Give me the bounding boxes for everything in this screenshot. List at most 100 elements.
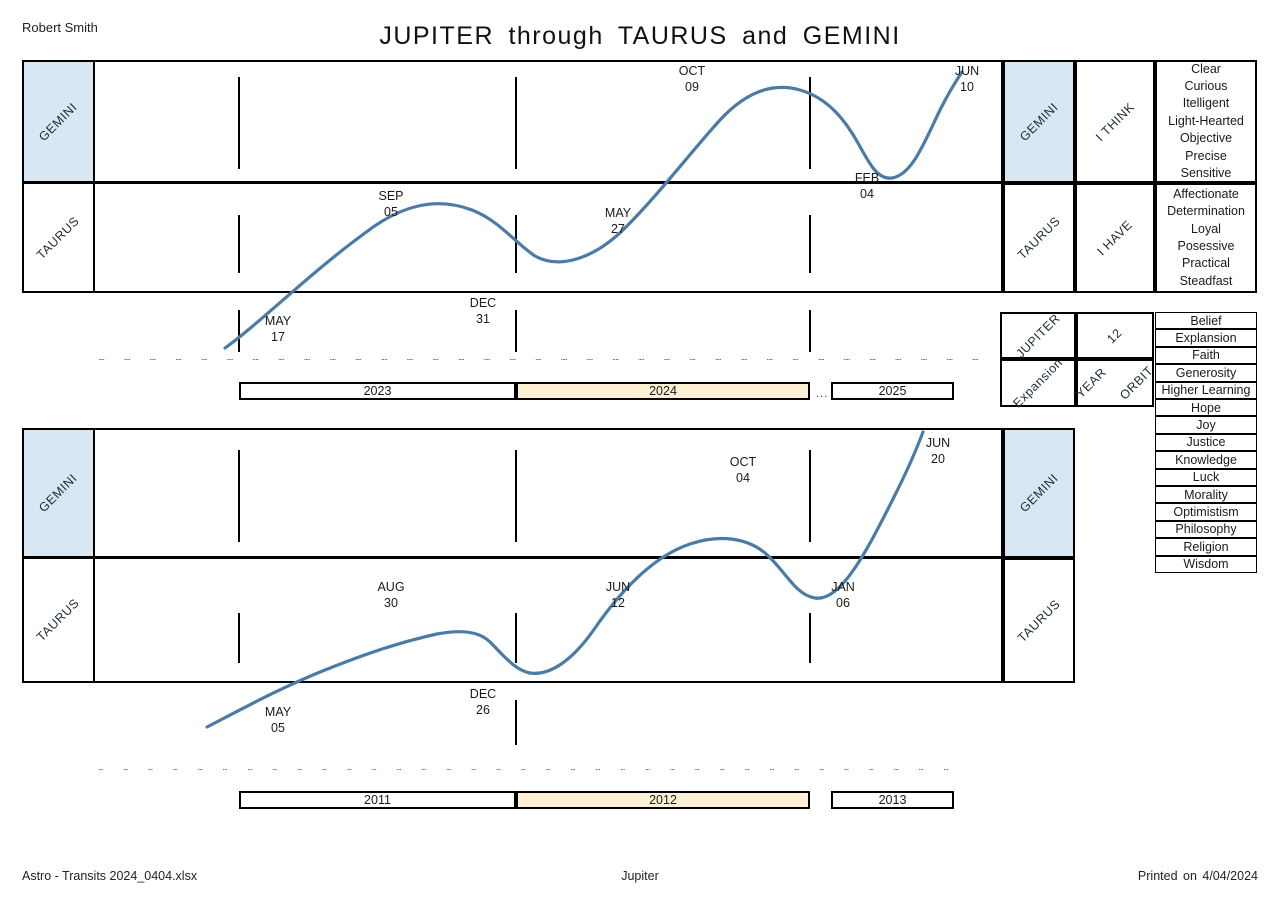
chart-top-frame	[22, 60, 1003, 293]
jupiter-planet-label: JUPITER	[1013, 310, 1063, 361]
jupiter-keyword-row: Luck	[1155, 468, 1257, 486]
trait: Sensitive	[1180, 166, 1232, 181]
sign-label-gemini: GEMINI	[36, 99, 81, 144]
year-label: 2012	[649, 793, 677, 807]
year-label: 2024	[649, 384, 677, 398]
keywords-gemini-sign-cell: GEMINI	[1003, 60, 1075, 183]
trait: Light-Hearted	[1168, 113, 1244, 128]
month: DEC	[469, 687, 497, 701]
chart-bottom-tick-1	[238, 450, 240, 542]
keyword: Wisdom	[1183, 557, 1229, 572]
jupiter-keyword-row: Philosophy	[1155, 520, 1257, 539]
jupiter-orbit-year-label: YEAR	[1073, 365, 1110, 401]
jupiter-keyword-row: Morality	[1155, 486, 1257, 504]
jupiter-keyword-row: Religion	[1155, 538, 1257, 556]
keywords-taurus-traits: Affectionate Determination Loyal Posessi…	[1155, 183, 1257, 293]
day: 31	[476, 312, 490, 326]
trait: Precise	[1185, 148, 1227, 163]
chart-bottom-tick-2	[515, 450, 517, 542]
trait: Steadfast	[1179, 273, 1233, 288]
jupiter-keyword-row: Higher Learning	[1155, 381, 1257, 399]
chart-bottom-year-2011[interactable]: 2011	[239, 791, 516, 809]
jupiter-keyword-row: Knowledge	[1155, 451, 1257, 469]
jupiter-keyword-row: Justice	[1155, 433, 1257, 452]
day: 04	[860, 187, 874, 201]
keyword: Knowledge	[1175, 452, 1237, 467]
chart-bottom-label-jun20: JUN 20	[898, 435, 978, 467]
keyword: Morality	[1184, 487, 1228, 502]
chart-top-curve	[223, 70, 964, 350]
chart-bottom-tick-7	[515, 700, 517, 745]
chart-top-year-2024[interactable]: 2024	[516, 382, 810, 400]
chart-top-label-feb04: FEB 04	[827, 170, 907, 202]
keywords-taurus-sign-cell: TAURUS	[1003, 183, 1075, 293]
sign-label-gemini: GEMINI	[36, 471, 81, 515]
chart-top-tick-9	[809, 310, 811, 352]
year-label: 2025	[878, 384, 907, 398]
day: 09	[685, 80, 699, 94]
keyword: Luck	[1192, 470, 1220, 485]
chart-bottom-year-2013[interactable]: 2013	[831, 791, 954, 809]
keyword-phrase-taurus: I HAVE	[1094, 217, 1136, 259]
jupiter-keyword-row: Wisdom	[1155, 555, 1257, 573]
trait: Itelligent	[1182, 96, 1230, 111]
day: 17	[271, 330, 285, 344]
chart-top-year-2023[interactable]: 2023	[239, 382, 516, 400]
footer-filename: Astro - Transits 2024_0404.xlsx	[22, 869, 198, 883]
sign-label-taurus: TAURUS	[34, 213, 83, 262]
chart-top-tick-7	[238, 310, 240, 352]
chart-bottom-band-divider	[22, 556, 1003, 559]
keyword-phrase-gemini: I THINK	[1092, 99, 1138, 144]
chart-bottom-tick-5	[515, 613, 517, 663]
trait: Curious	[1184, 78, 1228, 93]
chart-top-tick-3	[809, 77, 811, 169]
month: SEP	[378, 189, 404, 203]
chart-bottom-right-taurus-cell: TAURUS	[1003, 558, 1075, 683]
chart-bottom-label-aug30: AUG 30	[351, 579, 431, 611]
month: JUN	[605, 580, 631, 594]
jupiter-keyword-row: Hope	[1155, 399, 1257, 417]
jupiter-orbit-number-cell: 12	[1076, 312, 1154, 359]
chart-bottom-label-may05: MAY 05	[238, 704, 318, 736]
chart-top-year-2025[interactable]: 2025	[831, 382, 954, 400]
jupiter-theme-cell: Expansion	[1000, 356, 1076, 410]
day: 05	[271, 721, 285, 735]
month: JUN	[925, 436, 951, 450]
chart-top-label-dec31: DEC 31	[443, 295, 523, 327]
keyword: Joy	[1196, 418, 1216, 433]
month: AUG	[377, 580, 405, 594]
trait: Loyal	[1191, 221, 1221, 236]
chart-top-label-jun10: JUN 10	[927, 63, 1007, 95]
chart-top-year-gap-ellipsis: ...	[816, 388, 829, 400]
day: 06	[836, 596, 850, 610]
author-name: Robert Smith	[22, 20, 98, 35]
jupiter-planet-cell: JUPITER	[1000, 310, 1076, 361]
trait: Affectionate	[1173, 186, 1239, 201]
month: OCT	[678, 64, 706, 78]
chart-top-tick-1	[238, 77, 240, 169]
chart-bottom-year-2012[interactable]: 2012	[516, 791, 810, 809]
chart-bottom-tick-4	[238, 613, 240, 663]
chart-top-left-gemini-cell: GEMINI	[24, 62, 93, 181]
day: 05	[384, 205, 398, 219]
keyword-sign-gemini: GEMINI	[1017, 99, 1061, 144]
chart-bottom-label-divider	[93, 428, 95, 683]
keyword: Faith	[1192, 348, 1220, 363]
chart-bottom-label-jun12: JUN 12	[578, 579, 658, 611]
jupiter-keyword-row: Joy	[1155, 416, 1257, 434]
chart-bottom-frame	[22, 428, 1003, 683]
chart-top-left-taurus-cell: TAURUS	[24, 184, 93, 291]
chart-bottom-left-taurus-cell: TAURUS	[24, 559, 93, 681]
jupiter-orbit-label: ORBIT	[1116, 363, 1156, 403]
keyword: Philosophy	[1175, 522, 1237, 537]
month: MAY	[604, 206, 632, 220]
year-label: 2011	[364, 793, 391, 807]
keyword: Explansion	[1175, 331, 1237, 346]
year-label: 2023	[363, 384, 392, 398]
day: 12	[611, 596, 625, 610]
chart-bottom-curve	[205, 430, 925, 729]
keywords-taurus-phrase-cell: I HAVE	[1075, 183, 1155, 293]
trait: Objective	[1179, 131, 1233, 146]
chart-top-tick-2	[515, 77, 517, 169]
sign-label-taurus: TAURUS	[34, 595, 83, 645]
